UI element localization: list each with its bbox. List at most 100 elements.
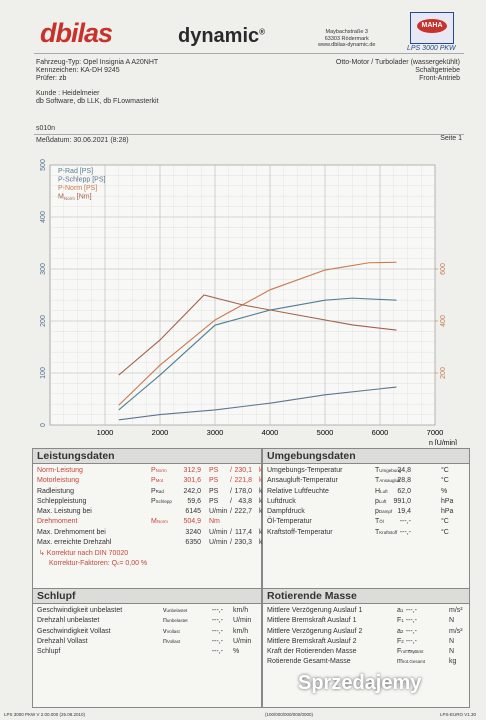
- sym-sub: Mot: [155, 478, 164, 484]
- vl: Fahrzeug-Typ: Opel Insignia A A20NHT: [36, 59, 159, 66]
- label: Rotierende Gesamt-Masse: [267, 658, 351, 666]
- symbol: pLuft: [375, 498, 386, 505]
- value: ---,-: [211, 617, 223, 625]
- sym: T: [375, 467, 380, 474]
- label: Drehzahl unbelastet: [37, 617, 100, 625]
- addr: Maybachstraße 3: [325, 29, 368, 35]
- sym-sub: Norm: [156, 519, 168, 525]
- sym: v: [163, 627, 167, 635]
- unit: kg: [449, 658, 457, 666]
- sym: T: [375, 528, 380, 536]
- section-title: Umgebungsdaten: [263, 449, 469, 464]
- vr: Schaltgetriebe: [415, 67, 460, 74]
- row: Drehzahl unbelastet nunbelastet ---,- U/min: [37, 617, 261, 627]
- symbol: nunbelastet: [163, 617, 188, 624]
- unit: N: [449, 648, 455, 656]
- note-text: Korrektur-Faktoren: Q: [49, 559, 118, 567]
- run-id: s010n: [36, 125, 56, 132]
- unit: U/min: [209, 539, 228, 547]
- label: Geschwindigkeit unbelastet: [37, 607, 123, 614]
- label: Kraft der Rotierenden Masse: [267, 648, 357, 656]
- sym-sub: Schlepp: [155, 498, 172, 504]
- symbol: vVollast: [163, 628, 180, 635]
- footer: LPS 3000 PKW V 2.00.000 (25.08.2010): [4, 712, 86, 717]
- x-axis-label: n [U/min]: [429, 440, 457, 445]
- value: 301,6: [183, 477, 201, 485]
- note-sub: c: [117, 560, 120, 566]
- sym: m: [397, 658, 403, 666]
- row: Schlupf ---,-%: [37, 648, 261, 658]
- sym: P: [151, 497, 156, 505]
- legend-sub: Norm: [64, 196, 75, 201]
- sym-sub: Rad: [155, 488, 164, 494]
- unit: m/s²: [449, 627, 463, 635]
- y-tick-label: 200: [40, 315, 47, 327]
- unit: PS: [209, 487, 219, 495]
- value: 242,0: [183, 487, 201, 495]
- x-tick-label: 1000: [97, 428, 114, 437]
- addr: www.dbilas-dynamic.de: [318, 42, 376, 48]
- sym: P: [151, 467, 156, 474]
- unit: km/h: [233, 627, 249, 635]
- label: Schlupf: [37, 648, 61, 656]
- symbol: a2: [397, 628, 403, 635]
- legend-name: P-Rad [PS]: [58, 168, 93, 175]
- label: Relative Luftfeuchte: [267, 487, 329, 495]
- value: 28,8: [397, 477, 411, 485]
- sym-sub: Vollast: [166, 638, 181, 644]
- sym: H: [375, 487, 381, 495]
- value: 117,4: [235, 528, 252, 536]
- label: Norm-Leistung: [37, 467, 83, 474]
- sym-sub: Öl: [379, 519, 384, 525]
- label: Drehzahl Vollast: [37, 637, 88, 645]
- row: Umgebungs-Temperatur TUmgebung 24,8 °C: [267, 467, 469, 477]
- row: Mittlere Verzögerung Auslauf 2 a2 ---,- m/s…: [267, 628, 469, 638]
- sym-sub: Norm: [155, 468, 167, 473]
- row: Drehzahl Vollast nVollast ---,- U/min: [37, 638, 261, 648]
- rule: [34, 134, 464, 135]
- sym: a: [397, 627, 401, 635]
- unit: hPa: [441, 497, 454, 505]
- unit: PS: [209, 477, 219, 485]
- label: Ansaugluft-Temperatur: [267, 477, 338, 485]
- legend-entry: P-Schlepp [PS]: [58, 177, 106, 184]
- row: Luftdruck pLuft 991,0 hPa: [267, 498, 469, 508]
- label: Max. Leistung bei: [37, 508, 92, 516]
- symbol: a1: [397, 607, 403, 614]
- label: Mittlere Verzögerung Auslauf 2: [267, 627, 363, 635]
- value: ---,-: [211, 607, 223, 614]
- unit: hPa: [441, 508, 454, 516]
- value: ---,-: [405, 627, 417, 635]
- section: Rotierende Masse Mittlere Verzögerung Aus…: [262, 588, 470, 708]
- brand2: dynamic®: [178, 25, 265, 48]
- section-title: Leistungsdaten: [33, 449, 261, 464]
- value: ---,-: [405, 648, 417, 656]
- y-tick-label: 300: [40, 263, 47, 275]
- sym-sub: Luft: [380, 488, 388, 494]
- value: 504,9: [183, 518, 201, 526]
- unit: °C: [441, 518, 449, 526]
- x-tick-label: 4000: [262, 428, 279, 437]
- sym: F: [397, 617, 402, 625]
- symbol: TKraftstoff: [375, 529, 397, 536]
- symbol: TUmgebung: [375, 467, 401, 474]
- symbol: mrot.Gesamt: [397, 658, 425, 665]
- unit: PS: [209, 467, 219, 474]
- legend-entry: MNorm [Nm]: [58, 194, 92, 202]
- value: 178,0: [234, 487, 252, 495]
- rows: Umgebungs-Temperatur TUmgebung 24,8 °C Ansau…: [263, 464, 469, 539]
- sym: F: [397, 648, 402, 656]
- footer: (100/000/000/000/0000): [265, 712, 314, 717]
- label: Max. erreichte Drehzahl: [37, 539, 112, 547]
- unit: /: [230, 487, 232, 495]
- value: 6350: [185, 539, 201, 547]
- value: 312,9: [183, 467, 201, 474]
- label: Öl-Temperatur: [267, 518, 312, 526]
- reg: ®: [259, 27, 266, 37]
- sym: P: [151, 477, 156, 485]
- unit: U/min: [233, 617, 252, 625]
- x-tick-label: 6000: [372, 428, 389, 437]
- unit: N: [449, 637, 455, 645]
